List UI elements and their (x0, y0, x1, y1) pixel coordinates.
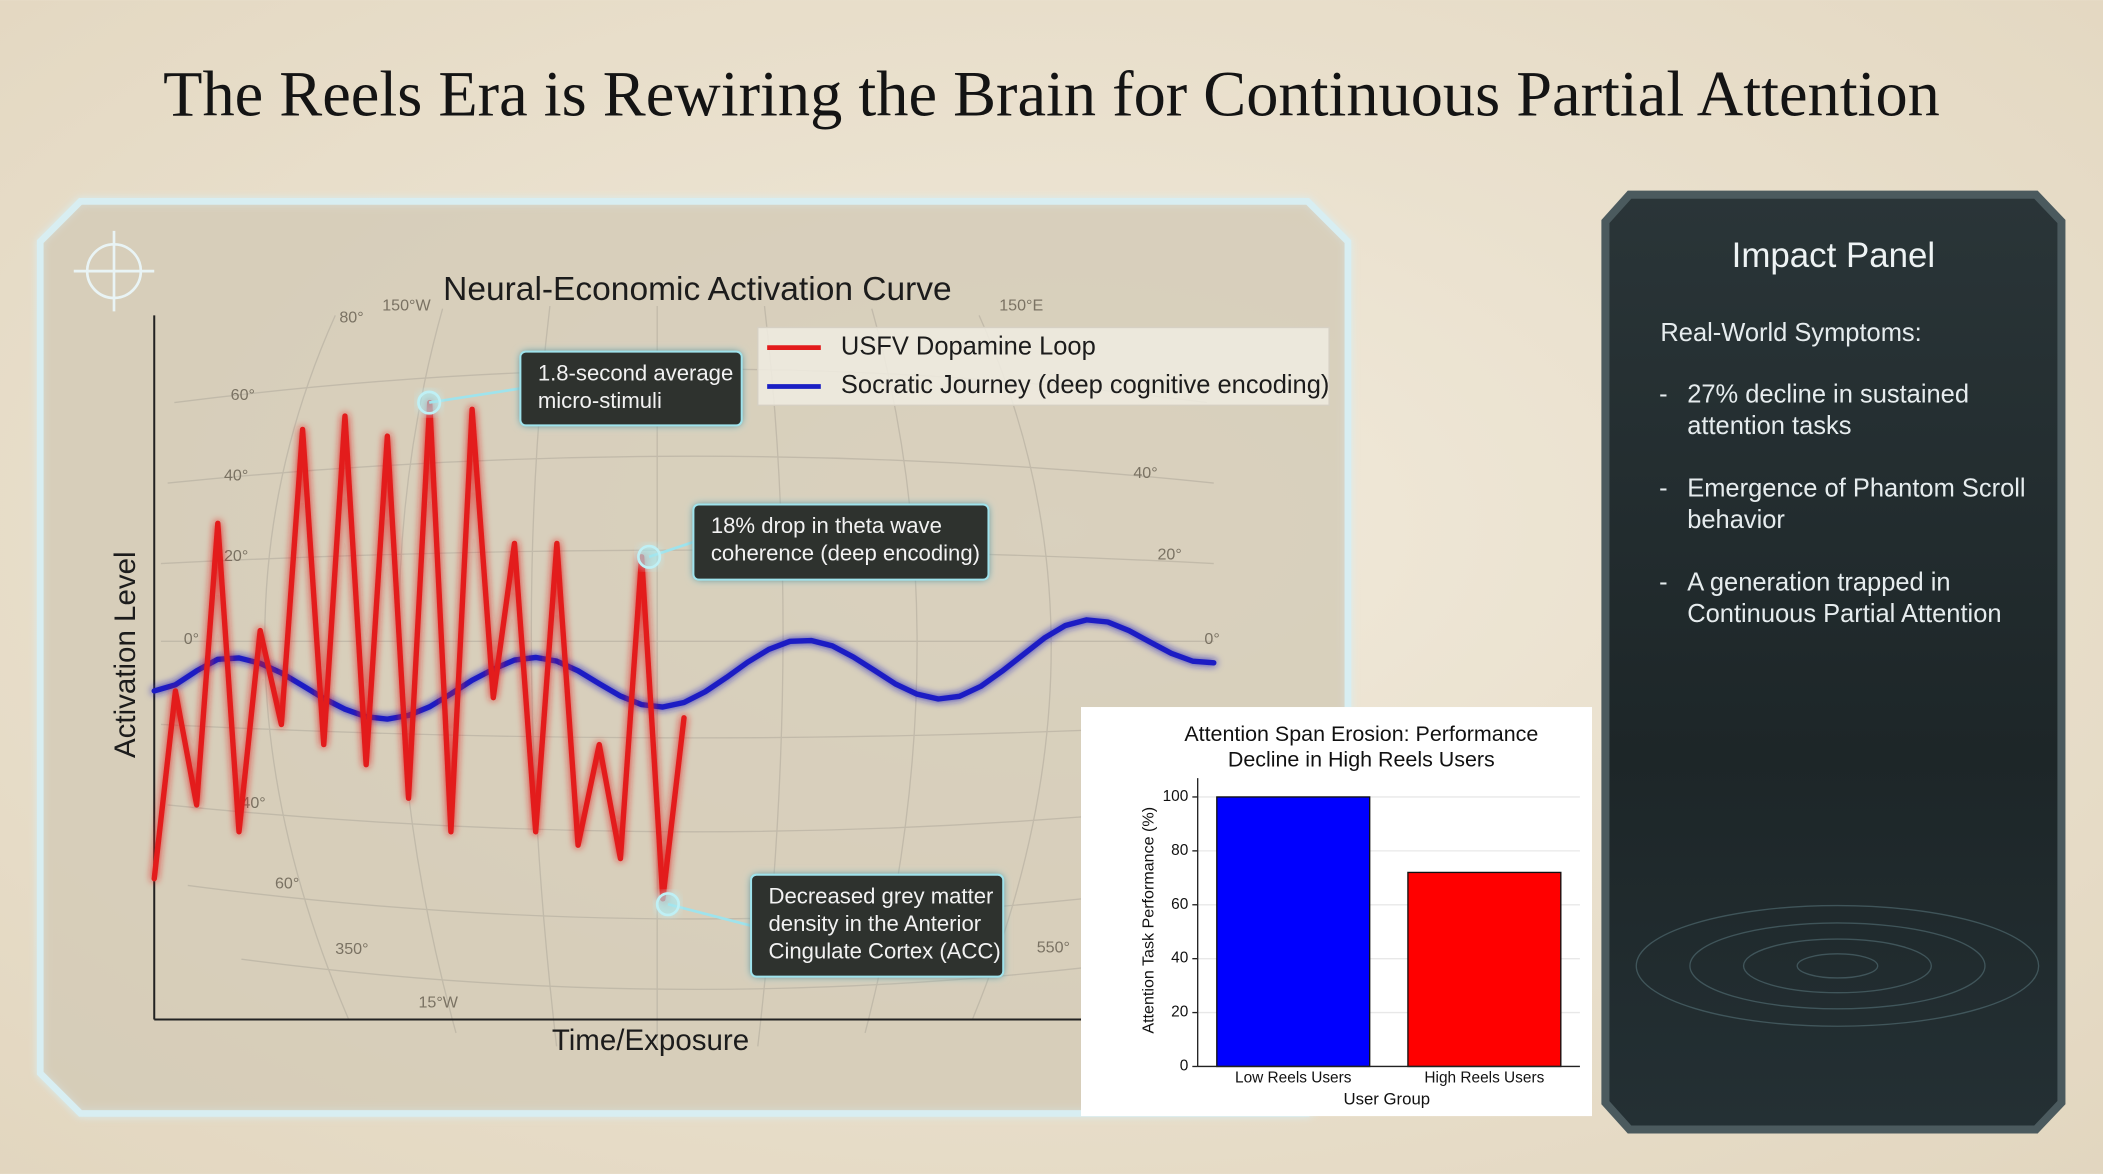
series-line (151, 399, 687, 902)
bullet-text: Emergence of Phantom Scroll (1687, 474, 2025, 502)
map-label: 40° (241, 794, 265, 812)
x-axis-label: User Group (1344, 1089, 1431, 1108)
map-label: 0° (1204, 630, 1219, 648)
bullet-text: Continuous Partial Attention (1687, 600, 2001, 628)
x-tick-label: Low Reels Users (1235, 1070, 1352, 1087)
map-label: 0° (184, 630, 199, 648)
map-label: 60° (231, 386, 255, 404)
bar-chart-title: Attention Span Erosion: Performance (1184, 722, 1538, 746)
map-label: 350° (335, 940, 368, 958)
legend-label: USFV Dopamine Loop (841, 332, 1096, 360)
callout-text: Decreased grey matter (769, 883, 994, 908)
y-axis-label: Activation Level (109, 551, 142, 758)
map-label: 550° (1037, 939, 1070, 957)
callout-leader (667, 902, 752, 927)
map-label: 20° (224, 547, 248, 565)
map-label: 40° (1133, 464, 1157, 482)
callout-leader (428, 387, 521, 404)
callout-text: coherence (deep encoding) (711, 541, 980, 566)
callout-text: 1.8-second average (538, 360, 733, 385)
bullet-marker: - (1659, 474, 1667, 502)
page-title: The Reels Era is Rewiring the Brain for … (163, 59, 1940, 130)
panel-decor (1635, 904, 2040, 1027)
panel-subtitle: Real-World Symptoms: (1660, 319, 1921, 347)
map-label: 80° (339, 308, 363, 326)
y-axis-label: Attention Task Performance (%) (1140, 807, 1158, 1034)
y-tick-label: 60 (1171, 896, 1188, 913)
callout-text: density in the Anterior (769, 911, 982, 936)
bar (1216, 796, 1371, 1068)
callout-text: micro-stimuli (538, 388, 662, 413)
bullet-text: behavior (1687, 506, 1785, 534)
y-tick-label: 100 (1163, 788, 1189, 805)
y-tick-label: 40 (1171, 950, 1188, 967)
bullet-marker: - (1659, 568, 1667, 596)
map-label: 20° (1157, 546, 1181, 564)
bullet-text: 27% decline in sustained (1687, 381, 1969, 409)
bullet-text: attention tasks (1687, 412, 1851, 440)
map-label: 40° (224, 467, 248, 485)
bar-chart-title: Decline in High Reels Users (1228, 747, 1495, 771)
bar (1407, 871, 1562, 1068)
callout-box (519, 350, 743, 427)
callout-dot (637, 544, 662, 569)
callout-dot (655, 892, 680, 917)
map-label: 15°W (418, 994, 458, 1012)
legend-box (757, 326, 1330, 406)
panel-title: Impact Panel (1732, 236, 1935, 275)
map-label: 60° (275, 874, 299, 892)
y-tick-label: 20 (1171, 1004, 1188, 1021)
bullet-marker: - (1659, 381, 1667, 409)
callout-box (750, 873, 1005, 978)
callout-text: 18% drop in theta wave (711, 513, 942, 538)
impact-panel (1601, 190, 2066, 1134)
callout-dot (417, 390, 442, 415)
chart-title: Neural-Economic Activation Curve (443, 271, 952, 308)
crosshair (73, 230, 155, 312)
y-tick-label: 80 (1171, 842, 1188, 859)
x-tick-label: High Reels Users (1424, 1070, 1544, 1087)
bullet-text: A generation trapped in (1687, 568, 1950, 596)
map-grid (160, 305, 1214, 1047)
map-label: 150°W (382, 296, 431, 314)
series-line (151, 617, 1217, 722)
map-label: 150°E (999, 296, 1043, 314)
callout-text: Cingulate Cortex (ACC) (769, 938, 1001, 963)
legend-label: Socratic Journey (deep cognitive encodin… (841, 371, 1329, 399)
x-axis-label: Time/Exposure (552, 1024, 749, 1057)
callout-box (692, 503, 990, 581)
y-tick-label: 0 (1180, 1058, 1189, 1075)
